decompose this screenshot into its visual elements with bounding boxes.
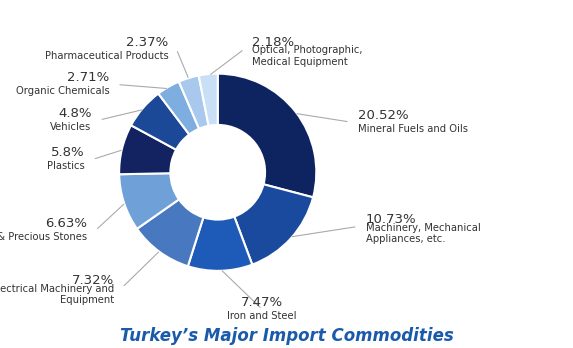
Wedge shape	[119, 173, 179, 229]
Wedge shape	[199, 74, 218, 126]
Text: 7.47%: 7.47%	[241, 296, 283, 309]
Text: 5.8%: 5.8%	[51, 146, 85, 159]
Wedge shape	[131, 94, 189, 150]
Wedge shape	[119, 125, 176, 174]
Text: Iron and Steel: Iron and Steel	[227, 311, 297, 321]
Text: Vehicles: Vehicles	[50, 122, 92, 132]
Text: Pharmaceutical Products: Pharmaceutical Products	[45, 51, 168, 61]
Text: Plastics: Plastics	[47, 161, 85, 171]
Text: 2.71%: 2.71%	[67, 71, 109, 84]
Text: Mineral Fuels and Oils: Mineral Fuels and Oils	[358, 124, 468, 134]
Text: Turkey’s Major Import Commodities: Turkey’s Major Import Commodities	[120, 326, 453, 345]
Wedge shape	[137, 199, 203, 266]
Text: Electrical Machinery and
Equipment: Electrical Machinery and Equipment	[0, 284, 114, 305]
Text: Machinery, Mechanical
Appliances, etc.: Machinery, Mechanical Appliances, etc.	[366, 223, 480, 244]
Wedge shape	[158, 82, 199, 134]
Text: 2.37%: 2.37%	[126, 35, 168, 49]
Wedge shape	[234, 184, 313, 264]
Text: Pearls & Precious Stones: Pearls & Precious Stones	[0, 232, 88, 242]
Text: Organic Chemicals: Organic Chemicals	[15, 86, 109, 96]
Text: 7.32%: 7.32%	[72, 274, 114, 287]
Wedge shape	[188, 216, 252, 271]
Text: 2.18%: 2.18%	[252, 35, 295, 49]
Text: 6.63%: 6.63%	[46, 217, 88, 230]
Wedge shape	[179, 76, 209, 129]
Text: Optical, Photographic,
Medical Equipment: Optical, Photographic, Medical Equipment	[252, 45, 363, 67]
Text: 4.8%: 4.8%	[58, 106, 92, 120]
Text: 10.73%: 10.73%	[366, 213, 416, 226]
Wedge shape	[218, 74, 316, 197]
Text: 20.52%: 20.52%	[358, 109, 409, 121]
